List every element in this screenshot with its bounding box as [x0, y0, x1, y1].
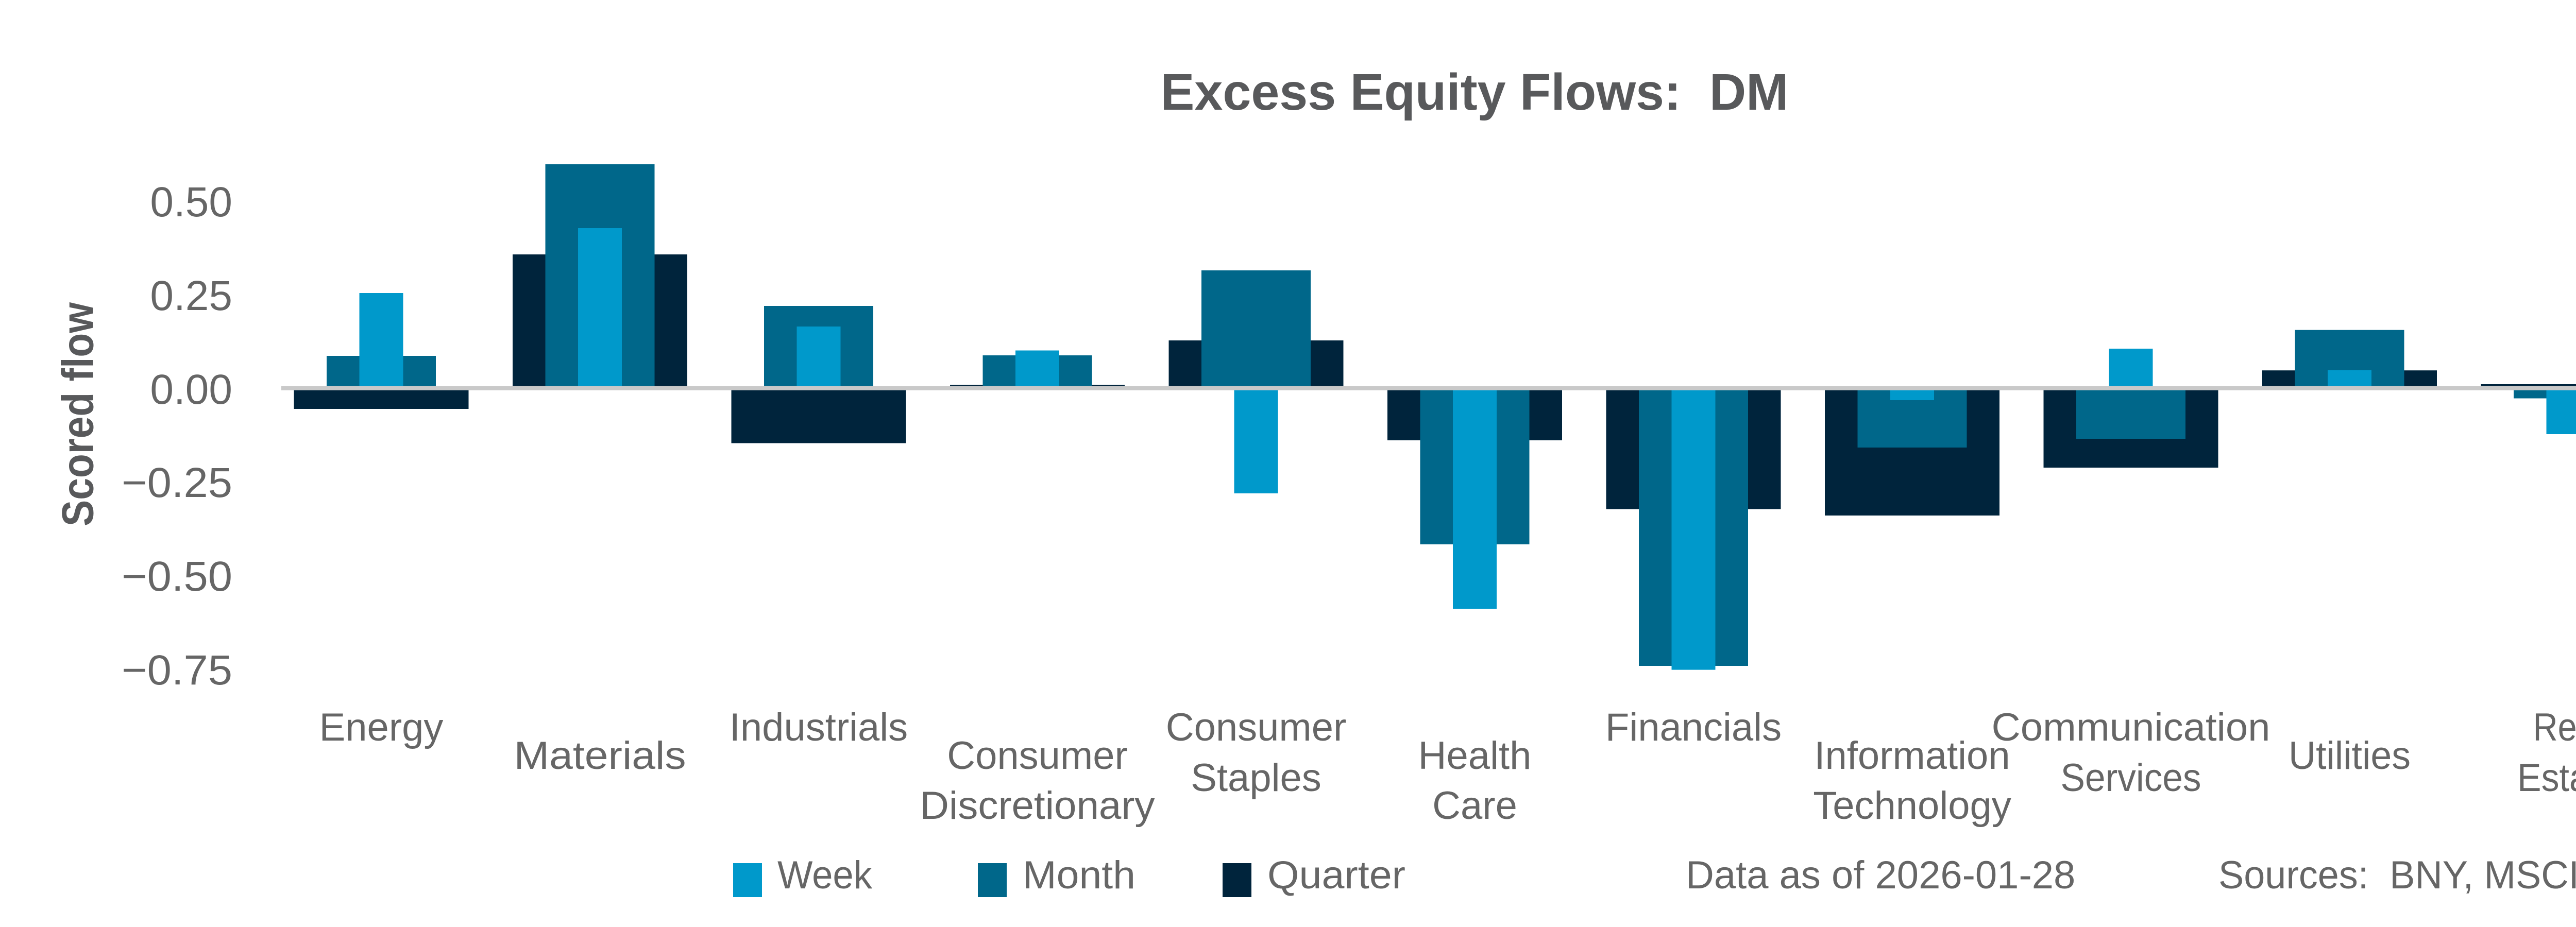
svg-text:Health: Health: [1418, 734, 1532, 778]
svg-text:0.00: 0.00: [150, 366, 232, 413]
svg-text:Materials: Materials: [514, 734, 686, 778]
svg-text:Discretionary: Discretionary: [920, 784, 1155, 828]
svg-text:Scored flow: Scored flow: [54, 302, 103, 526]
svg-text:Financials: Financials: [1605, 706, 1782, 749]
svg-text:Real: Real: [2533, 706, 2576, 749]
svg-text:Industrials: Industrials: [730, 706, 908, 749]
svg-text:Sources: BNY, MSCI: Sources: BNY, MSCI: [2218, 853, 2576, 897]
svg-text:Energy: Energy: [319, 706, 444, 749]
svg-text:Data as of 2026-01-28: Data as of 2026-01-28: [1686, 853, 2075, 897]
svg-text:Consumer: Consumer: [947, 734, 1128, 778]
svg-text:−0.75: −0.75: [122, 647, 232, 694]
svg-text:Consumer: Consumer: [1166, 706, 1347, 749]
svg-text:Estate: Estate: [2517, 756, 2576, 800]
svg-text:Information: Information: [1814, 734, 2010, 778]
svg-text:Quarter: Quarter: [1267, 853, 1405, 897]
svg-text:Month: Month: [1023, 853, 1136, 897]
svg-text:−0.50: −0.50: [122, 553, 232, 600]
svg-text:Communication: Communication: [1992, 706, 2270, 749]
svg-text:Staples: Staples: [1191, 756, 1321, 800]
svg-text:0.25: 0.25: [150, 272, 232, 319]
svg-text:Technology: Technology: [1813, 784, 2011, 828]
svg-text:Week: Week: [777, 853, 873, 897]
svg-text:Utilities: Utilities: [2289, 734, 2411, 778]
svg-text:−0.25: −0.25: [122, 459, 232, 506]
svg-text:Services: Services: [2061, 756, 2201, 800]
svg-text:0.50: 0.50: [150, 179, 232, 226]
svg-text:Care: Care: [1432, 784, 1517, 828]
svg-text:Excess Equity Flows: DM: Excess Equity Flows: DM: [1161, 63, 1789, 121]
